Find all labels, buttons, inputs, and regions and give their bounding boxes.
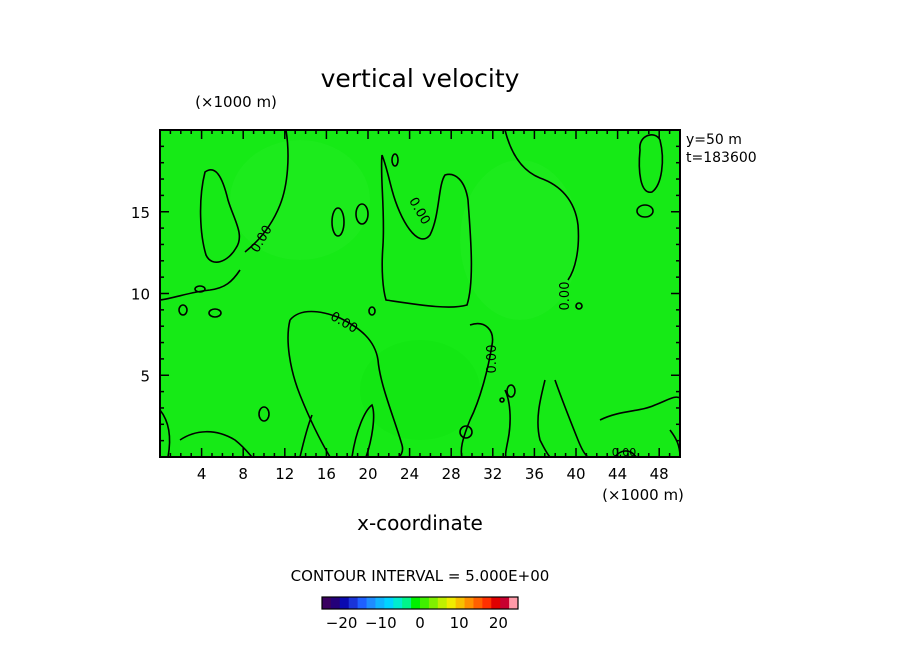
contour-line bbox=[208, 308, 222, 318]
contour-label: 0.00 bbox=[485, 345, 500, 374]
x-tick-label: 44 bbox=[608, 465, 627, 483]
colorbar-swatch bbox=[411, 597, 421, 609]
colorbar-tick-label: 20 bbox=[489, 614, 508, 632]
x-tick-label: 16 bbox=[317, 465, 336, 483]
contour-line bbox=[355, 203, 369, 225]
x-axis-label: x-coordinate bbox=[357, 511, 483, 535]
contour-line bbox=[499, 397, 505, 403]
y-axis-unit: (×1000 m) bbox=[195, 93, 277, 111]
colorbar-swatch bbox=[330, 597, 341, 609]
colorbar-swatch bbox=[491, 597, 501, 609]
x-tick-label: 36 bbox=[525, 465, 544, 483]
x-tick-label: 24 bbox=[400, 465, 419, 483]
contour-line bbox=[178, 304, 188, 316]
contour-line bbox=[179, 430, 253, 458]
colorbar-swatch bbox=[437, 597, 448, 609]
contour-line bbox=[159, 409, 171, 458]
contour-line bbox=[258, 406, 270, 422]
chart-title: vertical velocity bbox=[321, 64, 520, 93]
colorbar-tick-label: 0 bbox=[415, 614, 425, 632]
contour-line bbox=[299, 414, 313, 458]
contour-line bbox=[194, 285, 206, 293]
x-tick-label: 48 bbox=[650, 465, 669, 483]
colorbar-swatch bbox=[375, 597, 385, 609]
contour-line bbox=[636, 204, 654, 218]
colorbar-swatch bbox=[420, 597, 430, 609]
colorbar-swatch bbox=[500, 597, 510, 609]
x-tick-labels: 4 8 12 16 20 24 28 32 36 40 44 48 bbox=[197, 465, 669, 483]
colorbar-swatch bbox=[446, 597, 457, 609]
x-tick-label: 12 bbox=[275, 465, 294, 483]
colorbar-swatch bbox=[402, 597, 412, 609]
contour-lines bbox=[159, 129, 681, 458]
x-tick-label: 4 bbox=[197, 465, 207, 483]
contour-line bbox=[368, 306, 376, 316]
contour-line bbox=[638, 134, 664, 193]
colorbar-swatch bbox=[428, 597, 439, 609]
field-shade bbox=[230, 140, 370, 260]
field-shade bbox=[360, 340, 480, 440]
y-tick-labels: 5 10 15 bbox=[131, 204, 150, 386]
x-tick-label: 8 bbox=[238, 465, 248, 483]
colorbar bbox=[321, 596, 519, 610]
contour-line bbox=[380, 154, 473, 308]
x-tick-label: 40 bbox=[566, 465, 585, 483]
colorbar-swatch bbox=[384, 597, 394, 609]
contour-line bbox=[391, 153, 399, 167]
x-tick-label: 20 bbox=[358, 465, 377, 483]
contour-line bbox=[504, 389, 511, 458]
y-tick-label: 5 bbox=[140, 367, 150, 385]
x-axis-unit: (×1000 m) bbox=[602, 486, 684, 504]
contour-line bbox=[614, 450, 637, 458]
contour-line bbox=[159, 269, 241, 301]
colorbar-tick-label: −10 bbox=[365, 614, 397, 632]
contour-line bbox=[287, 319, 331, 458]
colorbar-swatch bbox=[366, 597, 376, 609]
contour-line bbox=[537, 379, 551, 458]
colorbar-swatch bbox=[455, 597, 466, 609]
contour-line bbox=[554, 379, 589, 458]
contour-line bbox=[575, 302, 583, 310]
contour-line bbox=[331, 207, 345, 237]
field-shade bbox=[460, 160, 580, 320]
colorbar-swatch bbox=[393, 597, 403, 609]
contour-line bbox=[244, 129, 289, 253]
x-tick-label: 32 bbox=[483, 465, 502, 483]
colorbar-swatch bbox=[322, 597, 332, 609]
contour-line bbox=[459, 425, 473, 439]
colorbar-swatch bbox=[348, 597, 359, 609]
colorbar-tick-label: −20 bbox=[326, 614, 358, 632]
axis-ticks bbox=[160, 130, 680, 457]
colorbar-tick-labels: −20 −10 0 10 20 bbox=[326, 614, 508, 632]
contour-label: 0.00 bbox=[558, 282, 573, 311]
y-tick-label: 10 bbox=[131, 286, 150, 304]
colorbar-swatch bbox=[339, 597, 350, 609]
colorbar-frame bbox=[321, 596, 519, 610]
colorbar-swatch bbox=[482, 597, 492, 609]
contour-line bbox=[460, 323, 494, 458]
contour-line bbox=[504, 129, 580, 281]
colorbar-swatch bbox=[357, 597, 368, 609]
contour-line bbox=[599, 396, 681, 421]
colorbar-tick-label: 10 bbox=[450, 614, 469, 632]
info-t: t=183600 bbox=[686, 150, 757, 166]
colorbar-swatch bbox=[509, 597, 519, 609]
contour-line bbox=[289, 310, 404, 458]
contour-interval-label: CONTOUR INTERVAL = 5.000E+00 bbox=[291, 567, 550, 585]
contour-line bbox=[506, 384, 516, 398]
info-y: y=50 m bbox=[686, 132, 742, 148]
y-tick-label: 15 bbox=[131, 204, 150, 222]
x-tick-label: 28 bbox=[442, 465, 461, 483]
colorbar-swatch bbox=[464, 597, 474, 609]
colorbar-swatch bbox=[473, 597, 483, 609]
contour-line bbox=[199, 169, 241, 263]
contour-line bbox=[351, 403, 375, 458]
